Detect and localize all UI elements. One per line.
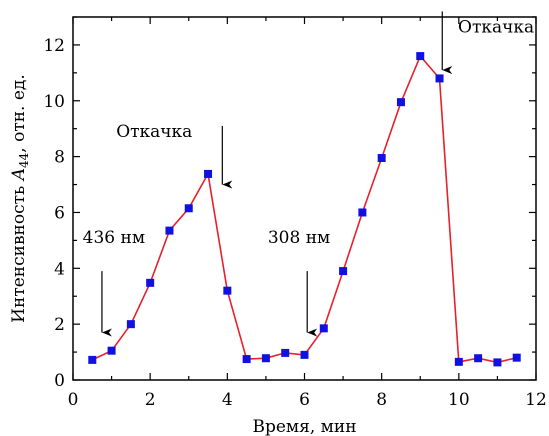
data-point bbox=[454, 357, 463, 366]
annotation-label: 308 нм bbox=[268, 228, 330, 248]
data-point bbox=[396, 98, 405, 107]
y-axis-label-symbol: A bbox=[9, 168, 29, 182]
y-tick-label: 12 bbox=[43, 36, 65, 56]
y-axis-label-main: Интенсивность bbox=[9, 180, 29, 323]
y-tick-label: 6 bbox=[54, 203, 65, 223]
data-point bbox=[435, 74, 444, 83]
x-axis-label: Время, мин bbox=[252, 417, 356, 436]
data-point bbox=[281, 348, 290, 357]
data-point bbox=[358, 208, 367, 217]
data-point bbox=[126, 320, 135, 329]
y-tick-label: 10 bbox=[43, 92, 65, 112]
data-point bbox=[88, 355, 97, 364]
annotation-label: Откачка bbox=[116, 122, 192, 142]
data-point bbox=[223, 286, 232, 295]
data-point bbox=[319, 324, 328, 333]
data-point bbox=[377, 154, 386, 163]
data-point bbox=[300, 350, 309, 359]
x-tick-label: 10 bbox=[448, 390, 470, 410]
data-point bbox=[512, 353, 521, 362]
data-point bbox=[242, 355, 251, 364]
x-tick-label: 6 bbox=[299, 390, 310, 410]
x-tick-label: 0 bbox=[68, 390, 79, 410]
data-point bbox=[165, 226, 174, 235]
x-tick-label: 2 bbox=[145, 390, 156, 410]
data-point bbox=[184, 204, 193, 213]
annotation-label: Откачка bbox=[458, 17, 534, 37]
y-tick-label: 2 bbox=[54, 315, 65, 335]
annotation-label: 436 нм bbox=[83, 228, 145, 248]
y-axis-label: Интенсивность A44, отн. ед. bbox=[9, 74, 31, 323]
data-point bbox=[339, 267, 348, 276]
data-point bbox=[146, 278, 155, 287]
data-point bbox=[493, 358, 502, 367]
data-point bbox=[416, 52, 425, 61]
x-tick-label: 8 bbox=[376, 390, 387, 410]
x-tick-label: 12 bbox=[525, 390, 547, 410]
y-tick-label: 0 bbox=[54, 371, 65, 391]
y-tick-label: 8 bbox=[54, 148, 65, 168]
data-point bbox=[107, 346, 116, 355]
y-axis-label-subscript: 44 bbox=[17, 152, 31, 168]
y-axis-label-units: , отн. ед. bbox=[9, 74, 29, 153]
data-point bbox=[204, 169, 213, 178]
data-point bbox=[474, 354, 483, 363]
series-line bbox=[91, 54, 517, 364]
data-point bbox=[261, 354, 270, 363]
y-tick-label: 4 bbox=[54, 259, 65, 279]
plot-frame bbox=[72, 16, 537, 381]
x-tick-label: 4 bbox=[222, 390, 233, 410]
